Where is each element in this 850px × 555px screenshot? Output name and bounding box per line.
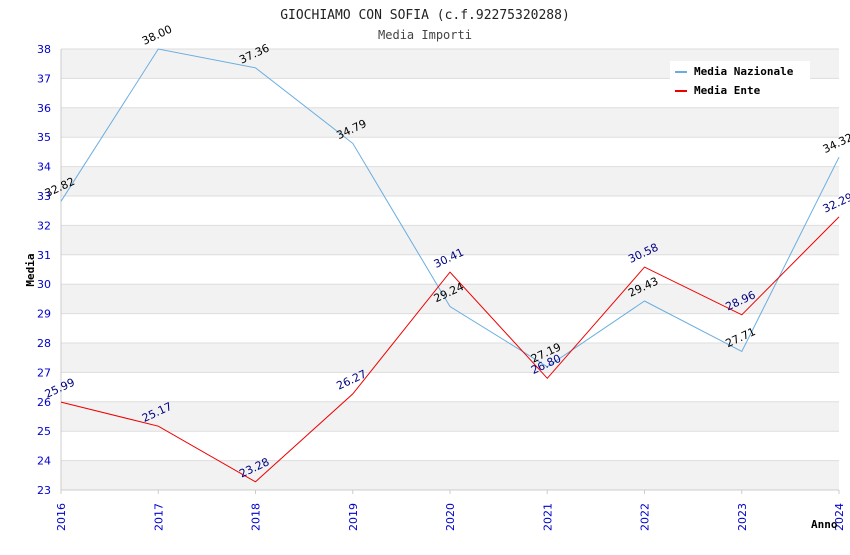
x-tick-label: 2016	[55, 503, 68, 531]
y-tick-label: 28	[37, 337, 51, 350]
y-tick-label: 29	[37, 308, 51, 321]
y-tick-label: 24	[37, 455, 51, 468]
y-tick-label: 36	[37, 102, 51, 115]
grid-band	[61, 137, 839, 167]
chart-title: GIOCHIAMO CON SOFIA (c.f.92275320288)	[280, 8, 570, 23]
x-tick-label: 2024	[833, 503, 846, 531]
grid-band	[61, 460, 839, 490]
legend: Media Nazionale Media Ente	[670, 61, 810, 101]
series-line-media-nazionale	[60, 48, 840, 368]
y-tick-label: 26	[37, 396, 51, 409]
x-tick-label: 2018	[250, 503, 263, 531]
grid-band	[61, 401, 839, 432]
series-lines	[60, 48, 840, 483]
grid-band	[61, 431, 839, 461]
grid-lines	[61, 48, 839, 491]
chart-subtitle: Media Importi	[378, 28, 472, 42]
series-line-media-ente	[60, 216, 840, 483]
y-tick-label: 37	[37, 72, 51, 85]
grid-band	[61, 372, 839, 402]
data-label: 38.00	[140, 23, 174, 48]
y-tick-label: 25	[37, 425, 51, 438]
grid-band	[61, 196, 839, 226]
grid-band	[61, 225, 839, 255]
grid-band	[61, 313, 839, 343]
y-tick-label: 31	[37, 249, 51, 262]
y-tick-label: 35	[37, 131, 51, 144]
x-tick-label: 2019	[347, 503, 360, 531]
grid-band	[61, 254, 839, 285]
y-tick-label: 38	[37, 43, 51, 56]
y-tick-label: 33	[37, 190, 51, 203]
y-tick-label: 32	[37, 219, 51, 232]
grid-band	[61, 107, 839, 138]
y-tick-label: 23	[37, 484, 51, 497]
grid-band	[61, 343, 839, 373]
x-tick-label: 2021	[541, 503, 554, 531]
grid-band	[61, 166, 839, 196]
legend-label: Media Ente	[694, 84, 761, 97]
y-tick-label: 30	[37, 278, 51, 291]
x-axis-label: Anno	[811, 518, 838, 531]
legend-label: Media Nazionale	[694, 65, 794, 78]
y-axis-label: Media	[24, 253, 37, 286]
x-axis-ticks: 2016 2017 2018 2019 2020 2021 2022 2023 2024	[55, 490, 846, 531]
grid-bands	[61, 49, 839, 490]
x-tick-label: 2020	[444, 503, 457, 531]
x-tick-label: 2017	[152, 503, 165, 531]
legend-box	[670, 61, 810, 101]
x-tick-label: 2023	[736, 503, 749, 531]
y-axis-ticks: 23 24 25 26 27 28 29 30 31 32 33 34 35 36 37 38	[37, 43, 51, 497]
y-tick-label: 34	[37, 161, 51, 174]
y-tick-label: 27	[37, 366, 51, 379]
x-tick-label: 2022	[639, 503, 652, 531]
